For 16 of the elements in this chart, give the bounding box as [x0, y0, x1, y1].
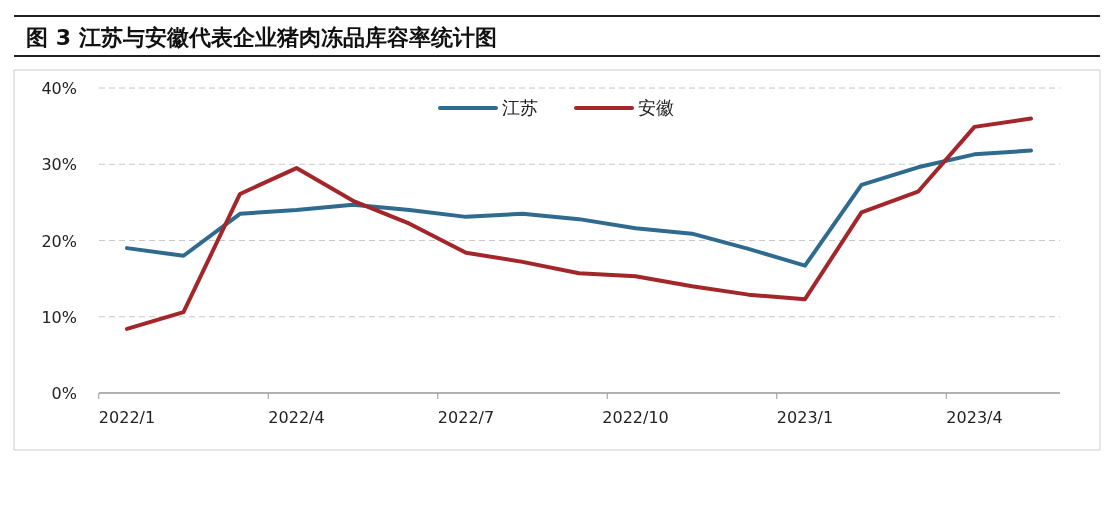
chart-title: 图 3 江苏与安徽代表企业猪肉冻品库容率统计图: [26, 25, 497, 50]
legend-label: 安徽: [638, 97, 674, 118]
line-series: [125, 116, 1033, 331]
x-tick-label: 2022/10: [602, 408, 669, 427]
x-tick-label: 2023/1: [776, 408, 834, 427]
x-tick-label: 2022/4: [268, 408, 325, 427]
y-tick-label: 10%: [41, 307, 77, 327]
y-tick-label: 30%: [41, 155, 77, 175]
legend-label: 江苏: [502, 97, 538, 118]
y-tick-label: 20%: [41, 231, 77, 251]
y-tick-label: 40%: [41, 79, 77, 98]
x-tick-label: 2022/7: [437, 408, 495, 427]
x-tick-label: 2022/1: [98, 408, 156, 427]
y-tick-label: 0%: [51, 384, 77, 403]
line-series: [125, 148, 1033, 268]
x-tick-label: 2023/4: [946, 408, 1003, 427]
